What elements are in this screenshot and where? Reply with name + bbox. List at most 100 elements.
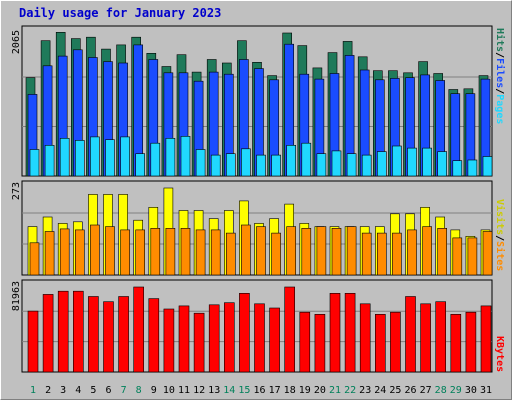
bar-pages-day-18 (286, 145, 297, 177)
y-max-top-label: 2065 (11, 30, 22, 54)
bar-pages-day-15 (241, 148, 251, 177)
bar (420, 303, 431, 373)
x-tick-label: 14 (223, 385, 235, 396)
bar (467, 237, 478, 276)
x-tick-label: 10 (163, 385, 175, 396)
bar (90, 224, 100, 276)
x-tick-label: 31 (480, 385, 492, 396)
bar (133, 286, 144, 373)
bar (59, 228, 70, 276)
bar (210, 229, 221, 276)
bar-pages-day-31 (482, 156, 493, 177)
x-tick-label: 4 (75, 385, 81, 396)
bar (316, 226, 327, 276)
bar-pages-day-20 (316, 153, 327, 177)
bar (239, 292, 250, 373)
bar (44, 231, 55, 276)
bar (480, 305, 492, 373)
legend-entry: Visits (494, 199, 506, 235)
bar (450, 313, 462, 373)
legend-entry: / (494, 88, 505, 94)
bar (374, 313, 386, 373)
bar (331, 228, 342, 276)
x-tick-label: 21 (329, 385, 341, 396)
x-tick-label: 6 (105, 385, 111, 396)
bar-pages-day-29 (452, 160, 463, 177)
legend-entry: / (494, 235, 505, 241)
bar (27, 310, 39, 373)
legend-entry: Pages (494, 94, 505, 124)
bar-pages-day-22 (346, 153, 357, 177)
bar (422, 226, 432, 276)
bar (301, 228, 312, 276)
bar (135, 229, 145, 276)
bar-pages-day-5 (90, 136, 100, 177)
bar-pages-day-30 (467, 159, 478, 177)
bar (269, 307, 280, 373)
bar (361, 232, 372, 276)
bar (437, 228, 448, 276)
y-max-middle-label: 273 (11, 182, 22, 200)
x-tick-label: 20 (314, 385, 326, 396)
x-tick-label: 12 (193, 385, 205, 396)
x-tick-label: 19 (299, 385, 311, 396)
bar (195, 229, 206, 276)
bar (193, 312, 205, 373)
bar-pages-day-8 (135, 153, 145, 177)
bar (88, 296, 99, 373)
bar-pages-day-1 (29, 149, 40, 177)
bar (359, 303, 371, 373)
x-tick-label: 24 (374, 385, 386, 396)
x-tick-label: 27 (420, 385, 432, 396)
bar-pages-day-10 (165, 138, 176, 177)
bar-pages-day-24 (376, 151, 387, 177)
x-tick-label: 7 (121, 385, 127, 396)
bar (180, 228, 191, 276)
bar-pages-day-16 (256, 154, 266, 177)
x-tick-label: 25 (389, 385, 401, 396)
x-tick-label: 23 (359, 385, 371, 396)
bar (105, 226, 115, 276)
bar (390, 311, 401, 373)
x-tick-label: 3 (60, 385, 66, 396)
bar (271, 232, 281, 276)
bar (226, 232, 236, 276)
x-tick-label: 2 (45, 385, 51, 396)
x-tick-label: 15 (238, 385, 250, 396)
bar-pages-day-25 (392, 145, 402, 177)
bar (148, 298, 160, 373)
bar (120, 229, 130, 276)
bar-pages-day-13 (210, 154, 221, 177)
x-tick-label: 30 (465, 385, 477, 396)
x-tick-label: 29 (450, 385, 462, 396)
bar-pages-day-11 (180, 136, 191, 177)
x-tick-label: 1 (30, 385, 36, 396)
legend-hits-files-pages: Hits/Files/Pages (494, 28, 506, 124)
bar (254, 303, 265, 373)
bar (482, 231, 493, 276)
bar (178, 305, 190, 373)
legend-entry: Hits (494, 28, 506, 52)
bar (224, 302, 235, 373)
bar (405, 296, 416, 373)
x-tick-label: 8 (136, 385, 142, 396)
bar (284, 286, 296, 373)
bar (73, 290, 84, 373)
bar (344, 292, 356, 373)
legend-entry: Files (494, 58, 506, 88)
x-tick-label: 22 (344, 385, 356, 396)
bar-pages-day-6 (105, 139, 115, 177)
x-tick-label: 16 (253, 385, 265, 396)
bar-pages-day-4 (75, 140, 85, 177)
legend-visits-sites: Visits/Sites (494, 199, 506, 271)
y-max-bottom-label: 81963 (11, 281, 22, 311)
bar (163, 308, 175, 373)
bar-pages-day-9 (150, 142, 161, 177)
legend-entry: / (494, 52, 505, 58)
bar (407, 229, 417, 276)
x-tick-label: 9 (151, 385, 157, 396)
bar (256, 226, 266, 276)
bar-pages-day-14 (226, 153, 236, 177)
x-tick-label: 28 (435, 385, 447, 396)
bar-pages-day-17 (271, 154, 281, 177)
